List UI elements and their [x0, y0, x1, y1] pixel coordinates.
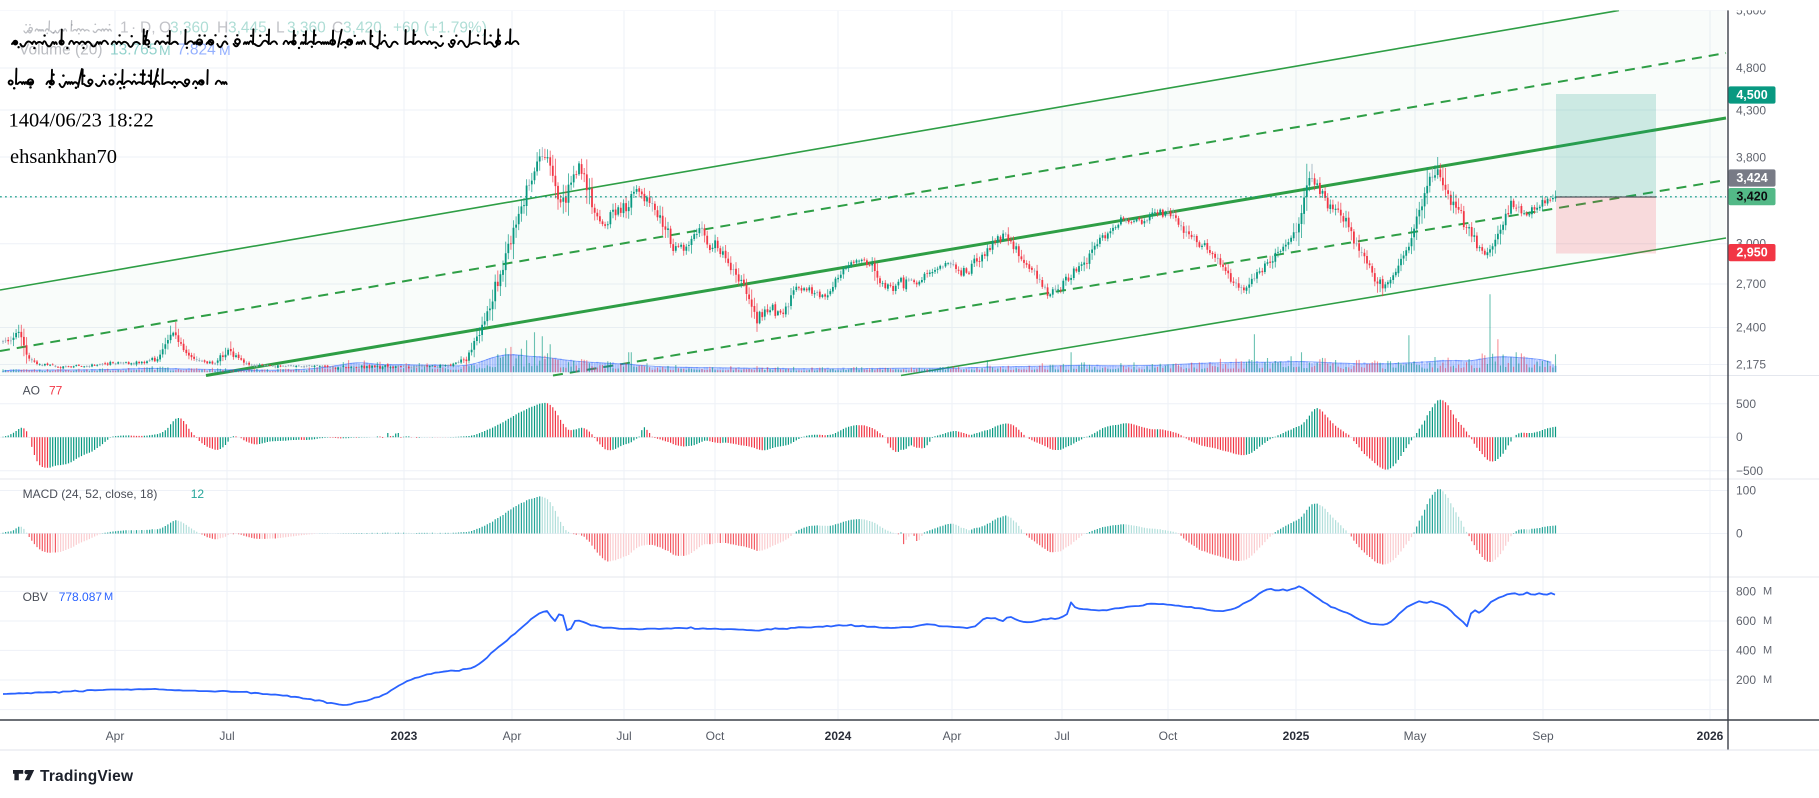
svg-text:H: H: [217, 20, 228, 37]
svg-text:May: May: [1404, 729, 1427, 743]
svg-text:Jul: Jul: [219, 729, 234, 743]
svg-text:Sep: Sep: [1532, 729, 1554, 743]
svg-text:400: 400: [1736, 643, 1756, 657]
svg-text:M: M: [1763, 674, 1772, 686]
svg-text:MACD (24, 52, close, 18): MACD (24, 52, close, 18): [23, 487, 158, 501]
svg-text:ehsankhan70: ehsankhan70: [10, 146, 117, 168]
svg-text:Volume (20): Volume (20): [19, 42, 103, 59]
svg-text:778.087: 778.087: [59, 590, 103, 604]
svg-text:4,800: 4,800: [1736, 61, 1766, 75]
svg-text:7.824: 7.824: [177, 42, 216, 59]
svg-text:Oct: Oct: [706, 729, 725, 743]
svg-text:3,360: 3,360: [287, 20, 326, 37]
svg-text:−500: −500: [1736, 464, 1763, 478]
svg-text:·: ·: [131, 20, 136, 37]
svg-text:3,420: 3,420: [1736, 190, 1767, 204]
svg-text:200: 200: [1736, 673, 1756, 687]
svg-text:+60 (+1.79%): +60 (+1.79%): [393, 20, 487, 37]
svg-text:L: L: [276, 20, 285, 37]
svg-text:Apr: Apr: [503, 729, 522, 743]
svg-text:2023: 2023: [391, 729, 418, 743]
svg-text:Jul: Jul: [1054, 729, 1069, 743]
svg-text:M: M: [104, 591, 113, 603]
svg-text:AO: AO: [23, 384, 40, 398]
svg-text:2025: 2025: [1283, 729, 1310, 743]
svg-text:800: 800: [1736, 584, 1756, 598]
svg-text:Jul: Jul: [616, 729, 631, 743]
svg-text:M: M: [1763, 644, 1772, 656]
svg-text:500: 500: [1736, 397, 1756, 411]
svg-text:4,300: 4,300: [1736, 104, 1766, 118]
svg-text:Oct: Oct: [1159, 729, 1178, 743]
svg-text:0: 0: [1736, 527, 1743, 541]
svg-text:5,600: 5,600: [1736, 3, 1766, 17]
svg-text:1404/06/23 18:22: 1404/06/23 18:22: [9, 110, 154, 132]
svg-text:M: M: [159, 42, 171, 58]
svg-text:C: C: [332, 20, 343, 37]
svg-text:O: O: [159, 20, 171, 37]
svg-text:2,400: 2,400: [1736, 321, 1766, 335]
svg-text:100: 100: [1736, 484, 1756, 498]
svg-text:3,424: 3,424: [1736, 171, 1767, 185]
svg-text:D,: D,: [140, 20, 156, 37]
svg-text:3,360: 3,360: [170, 20, 209, 37]
svg-text:4,500: 4,500: [1736, 88, 1767, 102]
svg-text:77: 77: [49, 384, 63, 398]
svg-text:13.765: 13.765: [110, 42, 157, 59]
svg-text:2026: 2026: [1697, 729, 1724, 743]
svg-text:1: 1: [120, 20, 129, 37]
svg-text:M: M: [219, 42, 231, 58]
svg-text:3,445: 3,445: [228, 20, 267, 37]
svg-text:600: 600: [1736, 614, 1756, 628]
svg-text:M: M: [1763, 585, 1772, 597]
svg-text:Apr: Apr: [106, 729, 125, 743]
svg-text:2,175: 2,175: [1736, 358, 1766, 372]
svg-text:0: 0: [1736, 430, 1743, 444]
svg-text:2,950: 2,950: [1736, 246, 1767, 260]
svg-text:TradingView: TradingView: [40, 768, 134, 785]
svg-text:3,420: 3,420: [343, 20, 382, 37]
svg-text:3,800: 3,800: [1736, 150, 1766, 164]
svg-text:2,700: 2,700: [1736, 277, 1766, 291]
svg-text:M: M: [1763, 615, 1772, 627]
svg-text:2024: 2024: [825, 729, 852, 743]
svg-text:12: 12: [191, 487, 205, 501]
svg-text:Apr: Apr: [943, 729, 962, 743]
svg-text:OBV: OBV: [23, 590, 48, 604]
